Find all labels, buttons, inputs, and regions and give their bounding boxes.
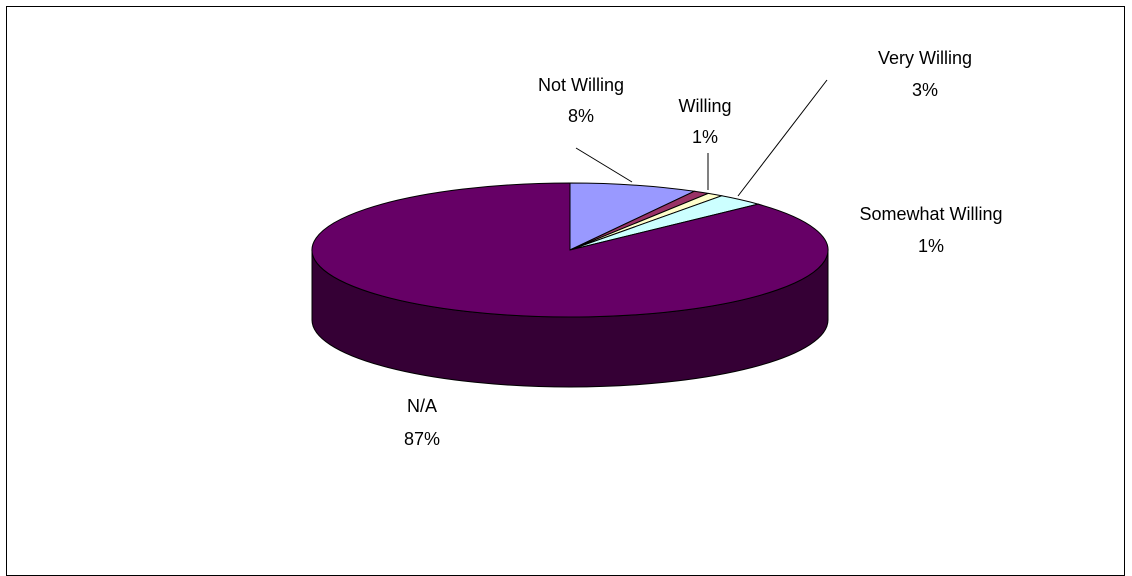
data-label-percent-very-willing: 3% xyxy=(912,80,938,100)
data-label-very-willing: Very Willing xyxy=(878,48,972,68)
data-label-somewhat-willing: Somewhat Willing xyxy=(859,204,1002,224)
leader-line-very-willing xyxy=(737,79,828,197)
data-label-n-a: N/A xyxy=(407,396,437,416)
data-label-percent-willing: 1% xyxy=(692,127,718,147)
pie-chart: Not Willing 8% Willing 1% Very Willing 3% Some… xyxy=(311,48,1003,449)
leader-lines xyxy=(575,79,828,197)
pie-slice-n-a xyxy=(311,182,829,318)
data-label-percent-n-a: 87% xyxy=(404,429,440,449)
data-label-percent-not-willing: 8% xyxy=(568,106,594,126)
data-label-percent-somewhat-willing: 1% xyxy=(918,236,944,256)
data-labels: Not Willing 8% Willing 1% Very Willing 3% Some… xyxy=(404,48,1003,449)
data-label-willing: Willing xyxy=(678,96,731,116)
leader-line-not-willing xyxy=(575,147,633,183)
pie-top xyxy=(311,182,829,318)
pie-slice-not-willing xyxy=(569,182,697,251)
data-label-not-willing: Not Willing xyxy=(538,75,624,95)
